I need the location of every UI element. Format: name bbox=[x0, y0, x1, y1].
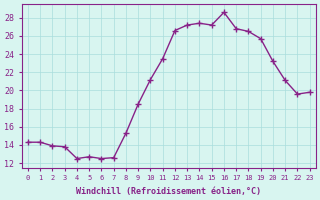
X-axis label: Windchill (Refroidissement éolien,°C): Windchill (Refroidissement éolien,°C) bbox=[76, 187, 261, 196]
